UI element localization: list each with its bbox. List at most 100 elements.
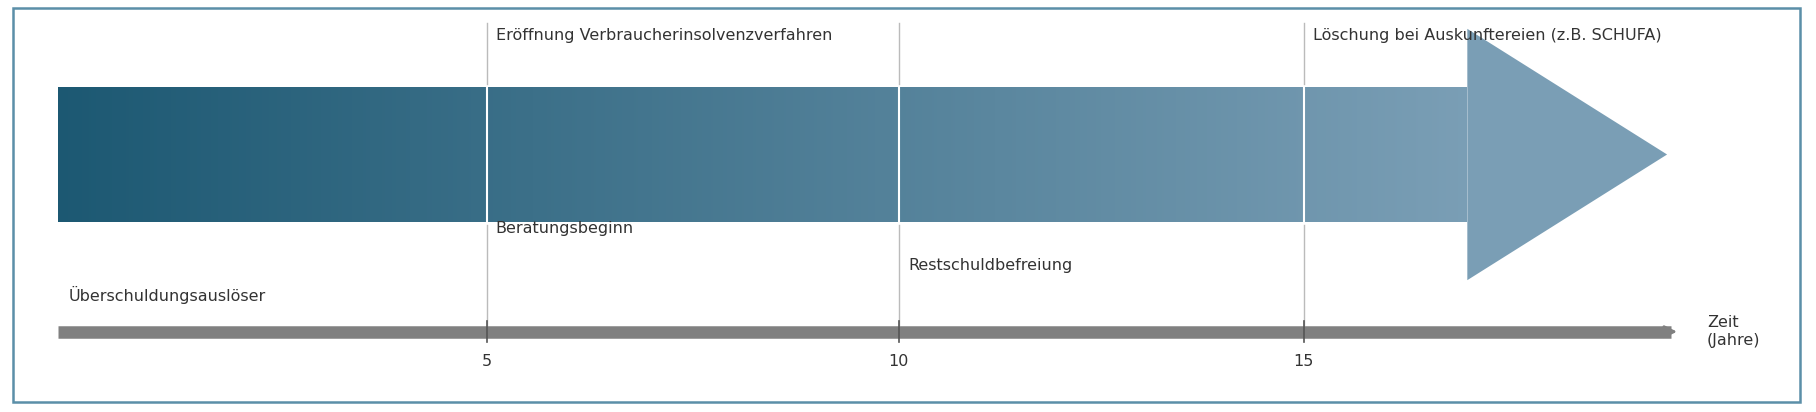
Bar — [883, 87, 884, 222]
Bar — [154, 87, 156, 222]
Bar — [1028, 87, 1030, 222]
Bar — [1222, 87, 1226, 222]
Bar — [163, 87, 165, 222]
Bar — [227, 87, 229, 222]
Bar — [1026, 87, 1028, 222]
Bar — [173, 87, 176, 222]
Bar — [1300, 87, 1302, 222]
Text: Überschuldungsauslöser: Überschuldungsauslöser — [69, 286, 267, 304]
Bar — [1260, 87, 1262, 222]
Bar — [1206, 87, 1209, 222]
Bar — [211, 87, 212, 222]
Bar — [1024, 87, 1026, 222]
Bar — [572, 87, 576, 222]
Bar — [469, 87, 472, 222]
Bar — [970, 87, 972, 222]
Bar — [1093, 87, 1097, 222]
Bar — [1371, 87, 1373, 222]
Bar — [1229, 87, 1233, 222]
Bar — [434, 87, 436, 222]
Bar — [843, 87, 844, 222]
Bar — [65, 87, 67, 222]
Bar — [884, 87, 888, 222]
Bar — [928, 87, 930, 222]
Bar — [1251, 87, 1253, 222]
Bar — [921, 87, 923, 222]
Bar — [1188, 87, 1189, 222]
Bar — [370, 87, 372, 222]
Bar — [897, 87, 899, 222]
Bar — [1347, 87, 1349, 222]
Bar — [1362, 87, 1364, 222]
Bar — [1353, 87, 1355, 222]
Bar — [120, 87, 122, 222]
Bar — [712, 87, 714, 222]
Bar — [82, 87, 84, 222]
Bar — [1422, 87, 1426, 222]
Bar — [385, 87, 387, 222]
Bar — [243, 87, 245, 222]
Bar — [1117, 87, 1120, 222]
Bar — [1366, 87, 1369, 222]
Bar — [361, 87, 363, 222]
Bar — [1115, 87, 1117, 222]
Bar — [1233, 87, 1235, 222]
Bar — [474, 87, 476, 222]
Bar — [60, 87, 64, 222]
Bar — [1033, 87, 1035, 222]
Bar — [1280, 87, 1282, 222]
Bar — [621, 87, 625, 222]
Bar — [498, 87, 499, 222]
Bar — [360, 87, 361, 222]
Bar — [636, 87, 637, 222]
Bar — [1086, 87, 1090, 222]
Bar — [356, 87, 360, 222]
Bar — [844, 87, 848, 222]
Bar — [1453, 87, 1456, 222]
Bar — [1277, 87, 1280, 222]
Bar — [91, 87, 93, 222]
Bar — [1378, 87, 1380, 222]
Bar — [1315, 87, 1317, 222]
Bar — [303, 87, 305, 222]
Bar — [1042, 87, 1044, 222]
Bar — [761, 87, 763, 222]
Bar — [258, 87, 260, 222]
Bar — [875, 87, 877, 222]
Bar — [714, 87, 716, 222]
Bar — [508, 87, 512, 222]
Bar — [723, 87, 725, 222]
Bar — [1322, 87, 1324, 222]
Bar — [514, 87, 516, 222]
Bar — [924, 87, 928, 222]
Text: Zeit
(Jahre): Zeit (Jahre) — [1707, 315, 1760, 349]
Bar — [757, 87, 761, 222]
Bar — [1456, 87, 1458, 222]
Bar — [1289, 87, 1291, 222]
Bar — [558, 87, 561, 222]
Bar — [585, 87, 587, 222]
Bar — [728, 87, 730, 222]
Bar — [467, 87, 469, 222]
Bar — [812, 87, 814, 222]
Bar — [677, 87, 681, 222]
Bar — [490, 87, 492, 222]
Bar — [1051, 87, 1053, 222]
Bar — [1409, 87, 1411, 222]
Bar — [347, 87, 349, 222]
Bar — [1173, 87, 1177, 222]
Bar — [429, 87, 432, 222]
Bar — [443, 87, 445, 222]
Bar — [1426, 87, 1427, 222]
Bar — [576, 87, 577, 222]
Bar — [1213, 87, 1217, 222]
Bar — [890, 87, 892, 222]
Bar — [445, 87, 449, 222]
Bar — [341, 87, 345, 222]
Bar — [1013, 87, 1017, 222]
Bar — [1436, 87, 1438, 222]
Bar — [307, 87, 309, 222]
Bar — [1387, 87, 1389, 222]
Bar — [972, 87, 973, 222]
Bar — [937, 87, 939, 222]
